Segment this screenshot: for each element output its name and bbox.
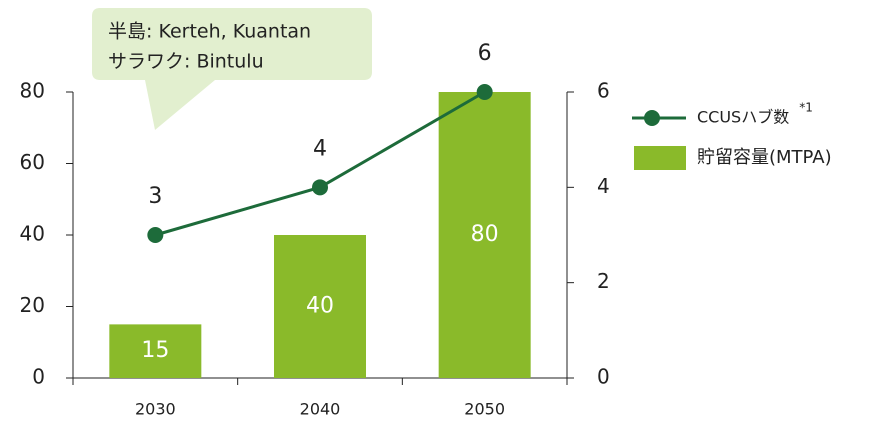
callout: [92, 8, 372, 130]
x-tick-label: 2040: [300, 400, 341, 419]
line: [154, 90, 486, 237]
point: [312, 179, 328, 196]
legend-note: *1: [799, 101, 813, 115]
legend-label: CCUSハブ数: [697, 108, 789, 127]
bar: [109, 324, 202, 378]
y2-tick-label: 4: [597, 174, 610, 198]
y-tick-label: 40: [20, 222, 45, 246]
point: [476, 84, 493, 100]
bar: [438, 92, 531, 378]
x-tick-label: 2050: [464, 400, 505, 419]
legend-label: 貯留容量(MTPA): [697, 147, 832, 168]
bar: [274, 235, 366, 378]
y-tick-label: 0: [32, 365, 45, 389]
legend-swatch: [634, 146, 686, 170]
y2-tick-label: 2: [597, 269, 610, 293]
legend-marker: [644, 110, 660, 126]
point-label: 4: [313, 136, 327, 161]
x-tick-label: 2030: [135, 400, 176, 419]
point-label: 6: [478, 41, 492, 66]
annotation: 半島: Kerteh, Kuantan: [108, 21, 311, 43]
point: [147, 227, 164, 243]
bar-label: 80: [471, 222, 499, 247]
bar-label: 15: [141, 338, 169, 363]
y2-tick-label: 6: [597, 79, 610, 103]
annotation: サラワク: Bintulu: [108, 51, 264, 73]
bar-label: 40: [306, 294, 334, 319]
y-tick-label: 20: [20, 293, 45, 317]
point-label: 3: [148, 184, 162, 209]
y2-tick-label: 0: [597, 365, 610, 389]
y-tick-label: 80: [20, 79, 45, 103]
y-tick-label: 60: [20, 150, 45, 174]
